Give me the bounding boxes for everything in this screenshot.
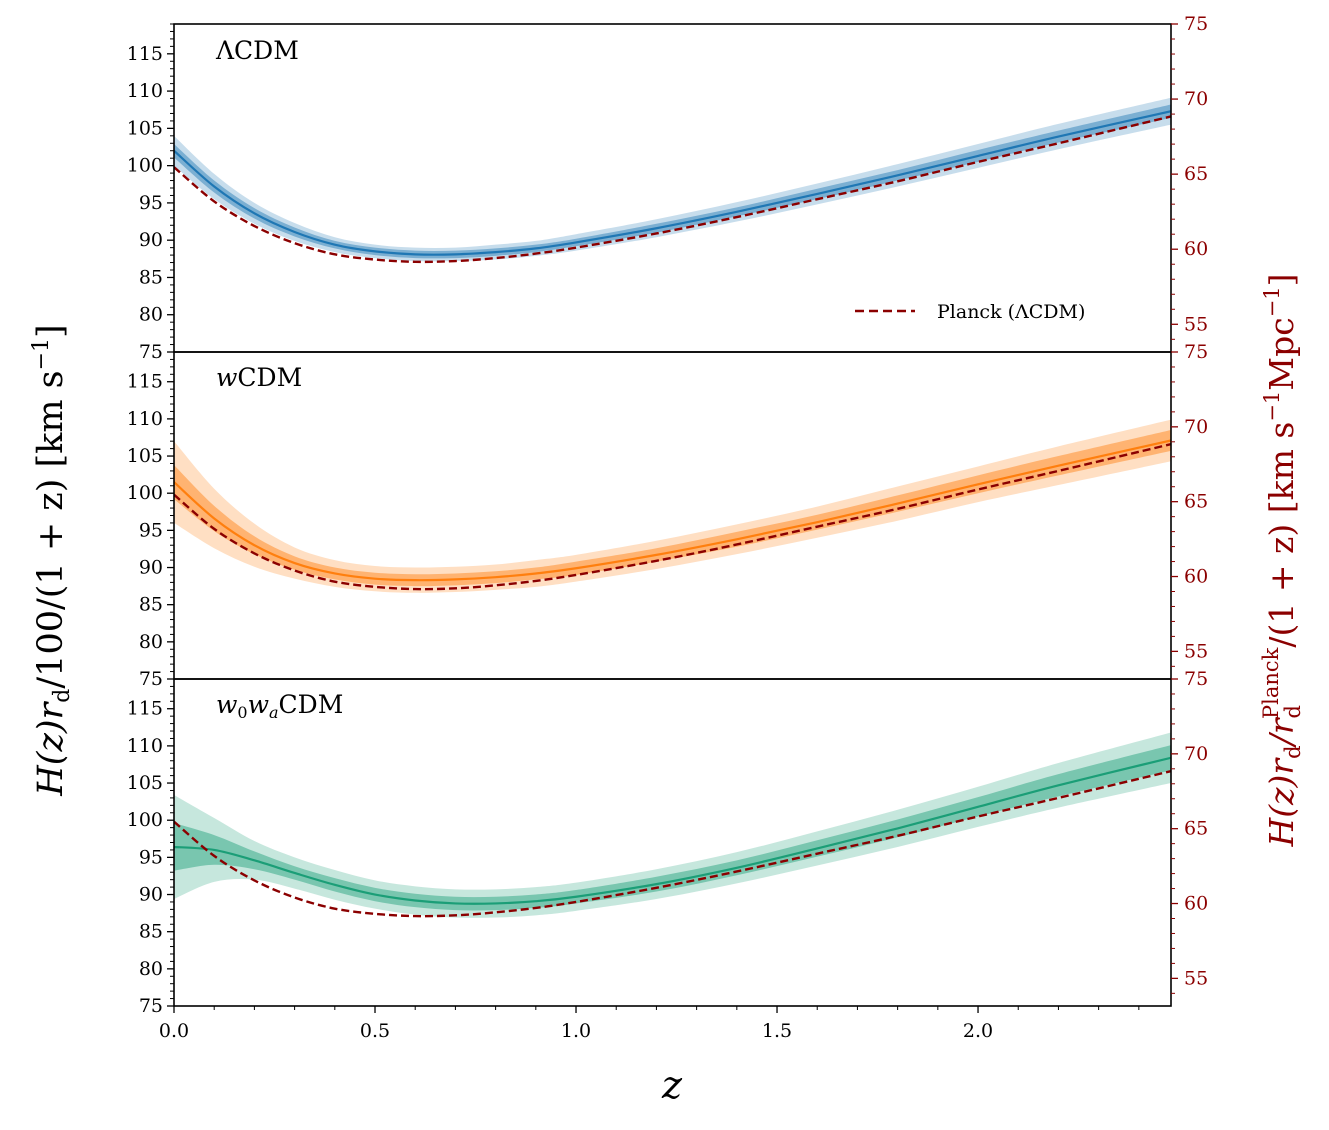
y-right-tick-label: 70 xyxy=(1184,416,1208,438)
y-left-tick-label: 95 xyxy=(139,519,163,541)
y-right-tick-label: 75 xyxy=(1184,341,1208,363)
band-1sigma-wcdm xyxy=(174,430,1171,587)
panel-wcdm: 75 80 85 90 95 100 105 110 115 55 60 65 70 75 xyxy=(127,341,1208,690)
y-left-tick-label: 95 xyxy=(139,192,163,214)
planck-line-lcdm xyxy=(174,115,1171,264)
y-left-tick-label: 90 xyxy=(139,229,163,251)
legend-planck-label: Planck (ΛCDM) xyxy=(937,301,1085,323)
x-tick-label: 0.5 xyxy=(360,1020,390,1042)
median-line-w0wacdm xyxy=(174,756,1171,905)
band-1sigma-w0wacdm xyxy=(174,745,1171,911)
band-2sigma-w0wacdm xyxy=(174,732,1171,918)
panel-lcdm: 75 80 85 90 95 100 105 110 115 55 60 65 70 75 xyxy=(127,13,1208,363)
y-axis-right-title: H(z)rd/rdPlanck/(1 + z) [km s−1Mpc−1] xyxy=(1259,273,1305,847)
y-left-tick-label: 90 xyxy=(139,884,163,906)
band-2sigma-lcdm xyxy=(174,97,1171,262)
y-left-tick-label: 75 xyxy=(139,995,163,1017)
y-left-tick-label: 115 xyxy=(127,371,163,393)
y-right-tick-label: 55 xyxy=(1184,313,1208,335)
y-right-tick-label: 65 xyxy=(1184,163,1208,185)
panel-label-wcdm: wCDM xyxy=(216,363,302,392)
y-right-tick-label: 65 xyxy=(1184,818,1208,840)
y-left-tick-label: 100 xyxy=(127,155,163,177)
median-line-lcdm xyxy=(174,110,1171,256)
y-left-tick-label: 80 xyxy=(139,631,163,653)
y-right-tick-label: 60 xyxy=(1184,566,1208,588)
y-left-tick-label: 100 xyxy=(127,482,163,504)
y-right-tick-label: 75 xyxy=(1184,668,1208,690)
y-left-tick-label: 105 xyxy=(127,772,163,794)
median-line-wcdm xyxy=(174,439,1171,582)
y-left-tick-label: 85 xyxy=(139,921,163,943)
x-tick-label: 0.0 xyxy=(159,1020,189,1042)
y-left-tick-label: 105 xyxy=(127,117,163,139)
y-axis-left-title: H(z)rd/100/(1 + z) [km s−1] xyxy=(29,324,75,796)
y-left-tick-label: 80 xyxy=(139,958,163,980)
y-right-tick-label: 60 xyxy=(1184,238,1208,260)
y-right-tick-label: 60 xyxy=(1184,893,1208,915)
x-tick-label: 2.0 xyxy=(963,1020,993,1042)
y-left-tick-label: 85 xyxy=(139,594,163,616)
band-2sigma-wcdm xyxy=(174,419,1171,593)
y-left-tick-label: 105 xyxy=(127,445,163,467)
panel-label-lcdm: ΛCDM xyxy=(215,36,299,65)
x-axis-title: z xyxy=(661,1063,683,1107)
y-right-tick-label: 75 xyxy=(1184,13,1208,35)
panel-label-w0wacdm: w0waCDM xyxy=(216,690,343,722)
panel-w0wacdm: 75 80 85 90 95 100 105 110 115 55 60 65 70 75 0.0 0.5 1.… xyxy=(127,668,1208,1042)
y-right-tick-label: 70 xyxy=(1184,743,1208,765)
y-left-tick-label: 75 xyxy=(139,668,163,690)
y-left-tick-label: 85 xyxy=(139,266,163,288)
y-left-tick-label: 110 xyxy=(127,408,163,430)
panel-frame-wcdm xyxy=(173,351,1172,680)
y-left-tick-label: 100 xyxy=(127,809,163,831)
y-left-tick-label: 90 xyxy=(139,557,163,579)
band-1sigma-lcdm xyxy=(174,104,1171,259)
x-tick-label: 1.0 xyxy=(561,1020,591,1042)
y-left-tick-label: 110 xyxy=(127,80,163,102)
y-left-tick-label: 80 xyxy=(139,304,163,326)
y-right-tick-label: 65 xyxy=(1184,491,1208,513)
y-right-tick-label: 70 xyxy=(1184,88,1208,110)
panels-layer: 75 80 85 90 95 100 105 110 115 55 60 65 70 75 75 80 85 90… xyxy=(127,13,1208,1042)
planck-line-w0wacdm xyxy=(174,769,1171,918)
x-tick-label: 1.5 xyxy=(762,1020,792,1042)
y-left-tick-label: 75 xyxy=(139,341,163,363)
panel-frame-w0wacdm xyxy=(173,678,1172,1007)
y-left-tick-label: 95 xyxy=(139,846,163,868)
y-left-tick-label: 115 xyxy=(127,698,163,720)
y-left-tick-label: 115 xyxy=(127,43,163,65)
planck-line-wcdm xyxy=(174,442,1171,591)
y-left-tick-label: 110 xyxy=(127,735,163,757)
y-right-tick-label: 55 xyxy=(1184,640,1208,662)
y-right-tick-label: 55 xyxy=(1184,967,1208,989)
